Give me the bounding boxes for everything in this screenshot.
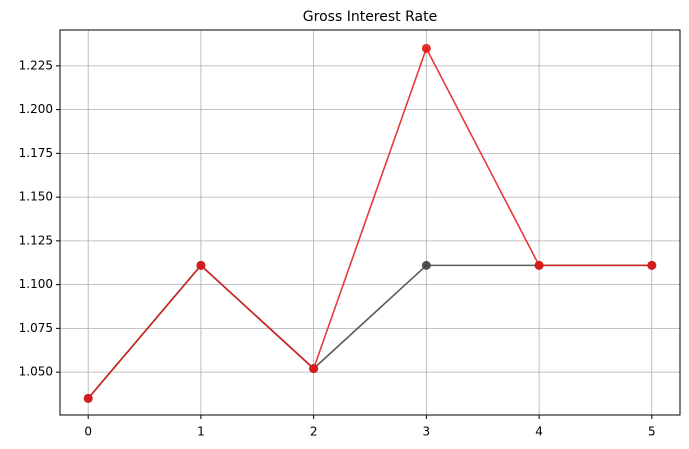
x-tick-label: 4 bbox=[535, 425, 543, 439]
data-point bbox=[534, 260, 544, 270]
x-tick-label: 5 bbox=[648, 425, 656, 439]
y-tick-label: 1.100 bbox=[19, 277, 53, 291]
x-tick-label: 3 bbox=[423, 425, 431, 439]
x-tick-label: 1 bbox=[197, 425, 205, 439]
y-tick-label: 1.150 bbox=[19, 190, 53, 204]
data-point bbox=[83, 393, 93, 403]
data-point bbox=[309, 364, 319, 374]
data-point bbox=[196, 260, 206, 270]
data-point bbox=[647, 260, 657, 270]
y-tick-label: 1.075 bbox=[19, 321, 53, 335]
series-line bbox=[87, 264, 652, 399]
y-tick-label: 1.225 bbox=[19, 58, 53, 72]
chart-title: Gross Interest Rate bbox=[303, 9, 437, 25]
data-point bbox=[421, 43, 431, 53]
y-tick-label: 1.125 bbox=[19, 233, 53, 247]
y-tick-label: 1.050 bbox=[19, 365, 53, 379]
x-tick-label: 0 bbox=[84, 425, 92, 439]
y-tick-label: 1.175 bbox=[19, 146, 53, 160]
y-tick-label: 1.200 bbox=[19, 102, 53, 116]
plot-frame bbox=[59, 29, 681, 416]
x-tick-label: 2 bbox=[310, 425, 318, 439]
data-point bbox=[421, 260, 431, 270]
series-line bbox=[87, 46, 652, 399]
